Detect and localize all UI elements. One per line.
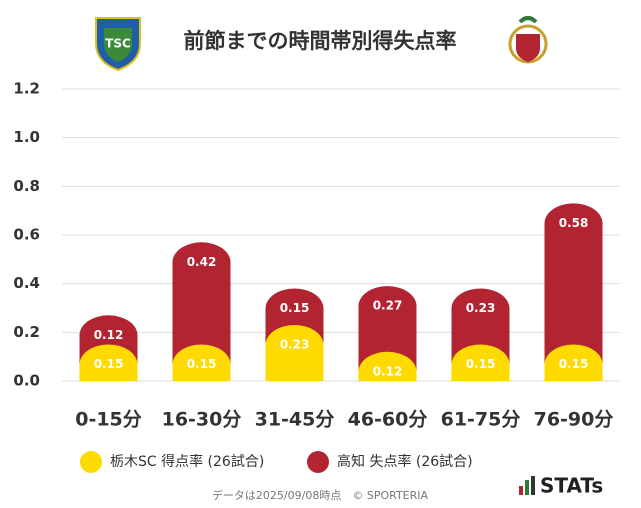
x-tick-label: 76-90分 xyxy=(534,409,614,431)
x-tick-label: 61-75分 xyxy=(441,409,521,431)
y-tick-label: 1.2 xyxy=(13,80,40,98)
legend-swatch xyxy=(307,451,329,473)
value-label: 0.15 xyxy=(466,357,496,371)
away-logo xyxy=(508,16,548,64)
x-tick-label: 31-45分 xyxy=(255,409,335,431)
brand-logo: STATs xyxy=(519,474,603,498)
bar-segment xyxy=(544,344,603,381)
y-tick-label: 0.6 xyxy=(13,226,40,244)
value-label: 0.15 xyxy=(280,301,310,315)
footnote: データは2025/09/08時点 © SPORTERIA xyxy=(212,488,429,502)
bar-segment xyxy=(172,344,231,381)
home-logo: TSC xyxy=(95,17,141,72)
legend-label: 栃木SC 得点率 (26試合) xyxy=(110,453,264,470)
bar-segment xyxy=(79,344,138,381)
value-label: 0.23 xyxy=(280,338,310,352)
bar-segment xyxy=(265,325,324,381)
y-tick-label: 0.8 xyxy=(13,177,40,195)
brand-text: STATs xyxy=(540,474,603,498)
bar-segment xyxy=(544,203,603,381)
x-tick-label: 46-60分 xyxy=(348,409,428,431)
x-tick-label: 16-30分 xyxy=(162,409,242,431)
value-label: 0.15 xyxy=(559,357,589,371)
y-tick-label: 1.0 xyxy=(13,128,40,146)
y-tick-label: 0.2 xyxy=(13,323,40,341)
x-tick-label: 0-15分 xyxy=(75,409,142,431)
value-label: 0.42 xyxy=(187,255,217,269)
bar-segment xyxy=(172,242,231,381)
value-label: 0.15 xyxy=(94,357,124,371)
y-tick-label: 0.0 xyxy=(13,372,40,390)
value-label: 0.27 xyxy=(373,299,403,313)
value-label: 0.58 xyxy=(559,216,589,230)
legend-swatch xyxy=(80,451,102,473)
legend-label: 高知 失点率 (26試合) xyxy=(337,453,473,470)
value-label: 0.23 xyxy=(466,301,496,315)
value-label: 0.15 xyxy=(187,357,217,371)
bar-segment xyxy=(451,344,510,381)
value-label: 0.12 xyxy=(373,364,403,378)
bar-segment xyxy=(358,351,417,381)
svg-text:TSC: TSC xyxy=(105,37,131,51)
chart-title: 前節までの時間帯別得失点率 xyxy=(184,29,457,53)
value-label: 0.12 xyxy=(94,328,124,342)
y-tick-label: 0.4 xyxy=(13,274,40,292)
